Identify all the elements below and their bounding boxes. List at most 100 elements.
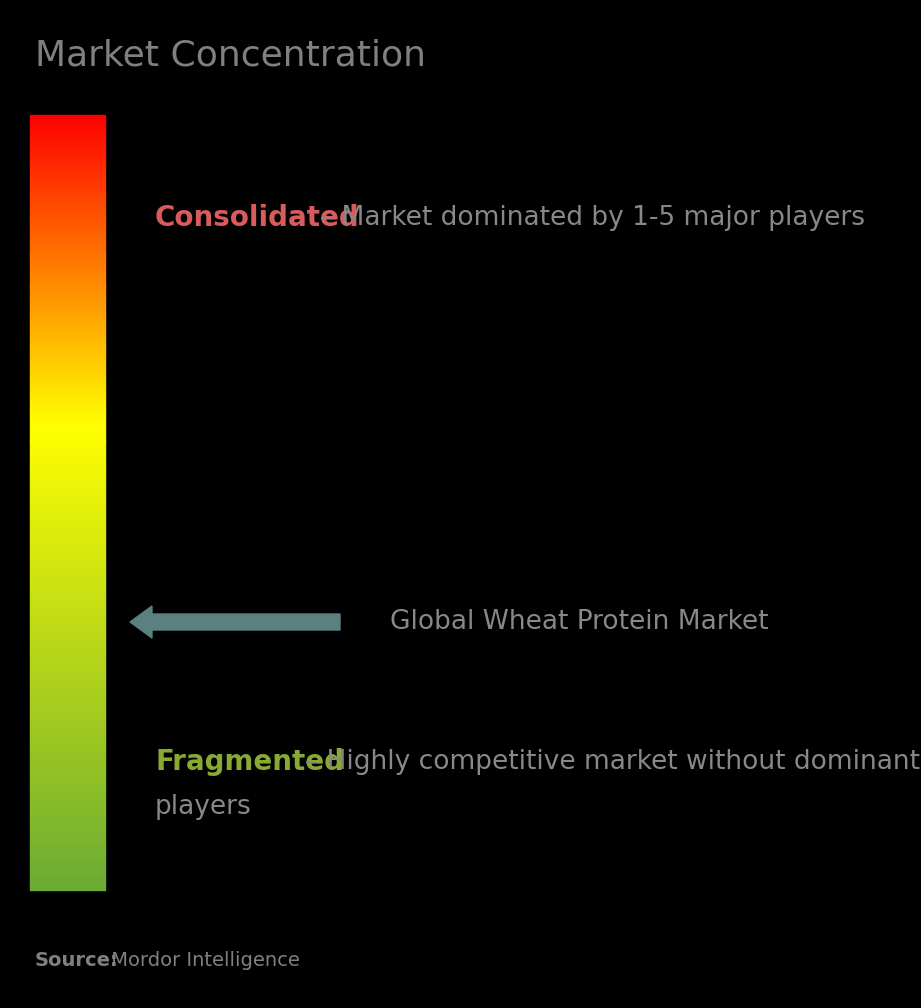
Bar (30, 638, 105, 640)
Bar (30, 828, 105, 830)
Bar (30, 640, 105, 642)
Bar (30, 188, 105, 191)
Bar (30, 661, 105, 663)
Bar (30, 423, 105, 425)
Bar (30, 127, 105, 129)
Bar (30, 582, 105, 584)
Bar (30, 669, 105, 671)
Bar (30, 303, 105, 304)
Bar (30, 352, 105, 354)
Bar (30, 210, 105, 212)
Bar (30, 468, 105, 470)
Bar (30, 247, 105, 249)
Bar (30, 222, 105, 224)
Bar (30, 522, 105, 524)
Bar (30, 142, 105, 144)
Bar (30, 787, 105, 789)
Bar (30, 373, 105, 375)
Bar (30, 766, 105, 768)
Bar (30, 365, 105, 367)
Bar (30, 524, 105, 526)
Bar (30, 208, 105, 210)
Bar (30, 682, 105, 684)
Bar (30, 644, 105, 646)
Bar (30, 802, 105, 804)
Bar (30, 342, 105, 344)
Bar (30, 453, 105, 454)
Bar (30, 430, 105, 432)
Bar (30, 818, 105, 821)
Bar (30, 264, 105, 266)
Bar (30, 659, 105, 661)
Bar (30, 832, 105, 834)
Bar (30, 173, 105, 175)
Bar (30, 712, 105, 714)
Bar (30, 562, 105, 564)
Bar (30, 657, 105, 659)
Bar (30, 855, 105, 857)
Bar (30, 249, 105, 251)
Bar (30, 140, 105, 142)
Bar (30, 724, 105, 726)
Bar (30, 871, 105, 873)
Bar (30, 460, 105, 462)
Bar (30, 797, 105, 799)
Bar (30, 752, 105, 754)
Bar (30, 382, 105, 384)
Bar (30, 783, 105, 785)
Bar (30, 283, 105, 285)
Bar (30, 774, 105, 776)
Bar (30, 327, 105, 329)
Bar (30, 214, 105, 216)
Bar (30, 380, 105, 382)
Bar (30, 384, 105, 386)
Bar (30, 481, 105, 483)
Bar (30, 350, 105, 352)
Bar (30, 456, 105, 458)
Bar (30, 231, 105, 233)
Bar (30, 801, 105, 802)
Bar (30, 609, 105, 611)
Bar (30, 781, 105, 783)
Bar (30, 770, 105, 772)
Bar (30, 144, 105, 146)
Bar (30, 543, 105, 545)
Bar (30, 454, 105, 456)
Bar (30, 413, 105, 415)
Bar (30, 758, 105, 760)
Bar (30, 598, 105, 600)
Bar (30, 291, 105, 293)
Bar (30, 411, 105, 413)
Bar (30, 132, 105, 134)
Bar (30, 184, 105, 186)
Bar (30, 487, 105, 489)
Bar (30, 281, 105, 283)
Bar (30, 197, 105, 199)
Bar (30, 415, 105, 417)
Bar (30, 392, 105, 394)
Bar (30, 253, 105, 255)
Bar (30, 731, 105, 733)
Bar (30, 388, 105, 390)
Bar (30, 630, 105, 632)
Bar (30, 377, 105, 379)
Bar (30, 729, 105, 731)
Bar (30, 182, 105, 184)
Bar (30, 224, 105, 226)
Bar (30, 346, 105, 348)
Bar (30, 684, 105, 686)
Bar (30, 425, 105, 427)
Bar (30, 823, 105, 825)
Bar (30, 714, 105, 716)
Bar (30, 578, 105, 580)
Bar (30, 171, 105, 173)
Bar (30, 704, 105, 706)
Bar (30, 506, 105, 508)
Bar (30, 756, 105, 758)
Bar (30, 129, 105, 131)
Bar (30, 873, 105, 875)
Bar (30, 180, 105, 182)
Bar (30, 245, 105, 247)
Bar (30, 848, 105, 850)
Bar (30, 206, 105, 208)
